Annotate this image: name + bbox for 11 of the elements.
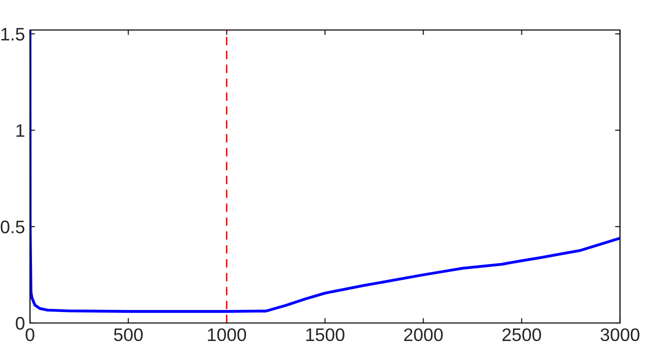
y-tick-label: 1 <box>16 124 24 137</box>
y-tick-label: 0.5 <box>0 220 24 234</box>
x-tick-label: 0 <box>26 328 34 342</box>
y-tick-label: 1.5 <box>1 28 24 41</box>
x-tick-label: 1500 <box>306 328 344 342</box>
x-tick-label: 1000 <box>208 328 246 342</box>
x-tick-label: 500 <box>114 328 143 342</box>
x-tick-label: 3000 <box>600 328 640 342</box>
y-tick-label: 0 <box>16 316 24 330</box>
x-tick-label: 2000 <box>404 328 443 342</box>
x-tick-label: 2500 <box>502 328 542 342</box>
